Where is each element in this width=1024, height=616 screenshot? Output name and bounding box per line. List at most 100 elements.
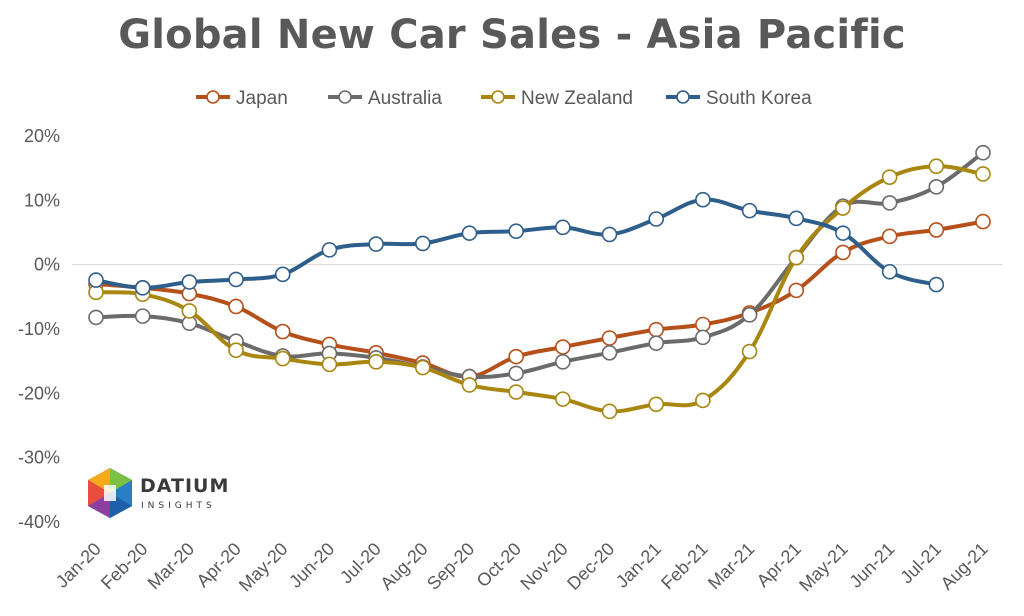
- data-point-japan: [835, 244, 851, 261]
- data-point-new-zealand: [181, 303, 198, 319]
- data-point-australia: [508, 365, 524, 382]
- x-tick-label: Aug-20: [376, 539, 431, 594]
- data-point-australia: [601, 345, 618, 361]
- x-tick-label: Mar-21: [704, 539, 758, 593]
- legend-swatch-marker: [676, 90, 690, 104]
- data-point-new-zealand: [695, 392, 711, 409]
- data-point-new-zealand: [601, 403, 618, 420]
- data-point-south-korea: [461, 225, 478, 241]
- series-layer: [88, 144, 991, 420]
- data-point-new-zealand: [414, 359, 431, 376]
- data-point-japan: [928, 222, 945, 238]
- data-point-south-korea: [181, 274, 198, 290]
- logo-subword: INSIGHTS: [141, 501, 216, 511]
- data-point-australia: [695, 329, 711, 346]
- data-point-south-korea: [601, 226, 618, 243]
- data-point-new-zealand: [508, 384, 524, 400]
- data-point-japan: [975, 213, 991, 230]
- x-tick-label: May-21: [795, 539, 852, 596]
- y-tick-label: -30%: [18, 448, 60, 468]
- logo-center: [104, 485, 116, 501]
- data-point-australia: [928, 179, 945, 195]
- y-tick-label: -10%: [18, 319, 60, 339]
- data-point-south-korea: [695, 191, 711, 208]
- data-point-south-korea: [648, 211, 665, 227]
- x-tick-label: Nov-20: [516, 539, 571, 594]
- data-point-australia: [881, 195, 898, 211]
- x-tick-label: Oct-20: [473, 539, 525, 591]
- legend-label: Japan: [236, 88, 288, 109]
- legend-label: Australia: [368, 88, 442, 109]
- x-tick-label: Feb-21: [657, 539, 711, 593]
- data-point-japan: [695, 316, 711, 333]
- data-point-south-korea: [741, 202, 758, 219]
- data-point-south-korea: [134, 280, 151, 296]
- x-tick-label: Mar-20: [144, 539, 198, 593]
- data-point-south-korea: [555, 219, 571, 236]
- data-point-australia: [975, 144, 991, 161]
- x-tick-label: Jan-20: [52, 539, 105, 592]
- series-line-south-korea: [94, 197, 939, 290]
- legend-label: New Zealand: [521, 88, 633, 109]
- data-point-new-zealand: [928, 158, 945, 175]
- data-point-japan: [788, 282, 805, 299]
- y-tick-label: -20%: [18, 383, 60, 403]
- data-point-japan: [601, 330, 618, 346]
- data-point-japan: [274, 323, 291, 340]
- series-line-new-zealand: [94, 164, 985, 414]
- data-point-south-korea: [321, 242, 338, 258]
- series-new-zealand: [88, 158, 991, 420]
- data-point-new-zealand: [321, 356, 338, 373]
- legend-item-new-zealand: New Zealand: [481, 88, 633, 109]
- data-point-japan: [228, 298, 244, 315]
- data-point-new-zealand: [975, 166, 991, 182]
- data-point-south-korea: [414, 235, 431, 252]
- data-point-new-zealand: [228, 342, 244, 359]
- data-point-australia: [555, 354, 571, 370]
- x-tick-label: Jan-21: [612, 539, 665, 592]
- x-tick-label: Feb-20: [97, 539, 151, 593]
- data-point-japan: [508, 348, 524, 365]
- x-tick-label: Aug-21: [937, 539, 992, 594]
- data-point-new-zealand: [788, 249, 805, 266]
- x-tick-label: Jun-20: [285, 539, 338, 592]
- x-tick-label: May-20: [235, 539, 292, 596]
- logo-facet-red: [88, 480, 110, 506]
- data-point-south-korea: [368, 236, 384, 252]
- y-tick-label: 10%: [24, 190, 60, 210]
- legend-swatch-marker: [206, 90, 220, 104]
- x-tick-label: Dec-20: [563, 539, 618, 594]
- legend: Japan Australia New Zealand South Korea: [196, 88, 812, 109]
- legend-item-south-korea: South Korea: [666, 88, 812, 109]
- data-point-south-korea: [835, 225, 851, 241]
- data-point-australia: [134, 308, 151, 324]
- x-tick-label: Sep-20: [423, 539, 478, 594]
- data-point-japan: [555, 339, 571, 355]
- data-point-south-korea: [928, 276, 945, 293]
- data-point-new-zealand: [368, 354, 384, 370]
- data-point-new-zealand: [274, 350, 291, 367]
- data-point-new-zealand: [881, 169, 898, 185]
- data-point-south-korea: [228, 271, 244, 288]
- data-point-australia: [648, 335, 665, 351]
- data-point-japan: [881, 228, 898, 245]
- legend-swatch-marker: [491, 90, 505, 104]
- data-point-south-korea: [88, 272, 104, 288]
- data-point-south-korea: [508, 223, 524, 240]
- logo-word: DATIUM: [140, 475, 229, 497]
- data-point-australia: [741, 307, 758, 323]
- y-tick-label: 0%: [34, 255, 60, 275]
- series-south-korea: [88, 191, 945, 296]
- x-tick-label: Jun-21: [845, 539, 898, 592]
- y-tick-label: -40%: [18, 512, 60, 532]
- chart-title: Global New Car Sales - Asia Pacific: [118, 12, 906, 58]
- data-point-south-korea: [788, 210, 805, 227]
- data-point-south-korea: [881, 263, 898, 280]
- legend-item-japan: Japan: [196, 88, 288, 109]
- data-point-new-zealand: [555, 391, 571, 407]
- data-point-south-korea: [274, 266, 291, 283]
- legend-label: South Korea: [706, 88, 812, 109]
- data-point-new-zealand: [741, 343, 758, 360]
- data-point-japan: [648, 321, 665, 338]
